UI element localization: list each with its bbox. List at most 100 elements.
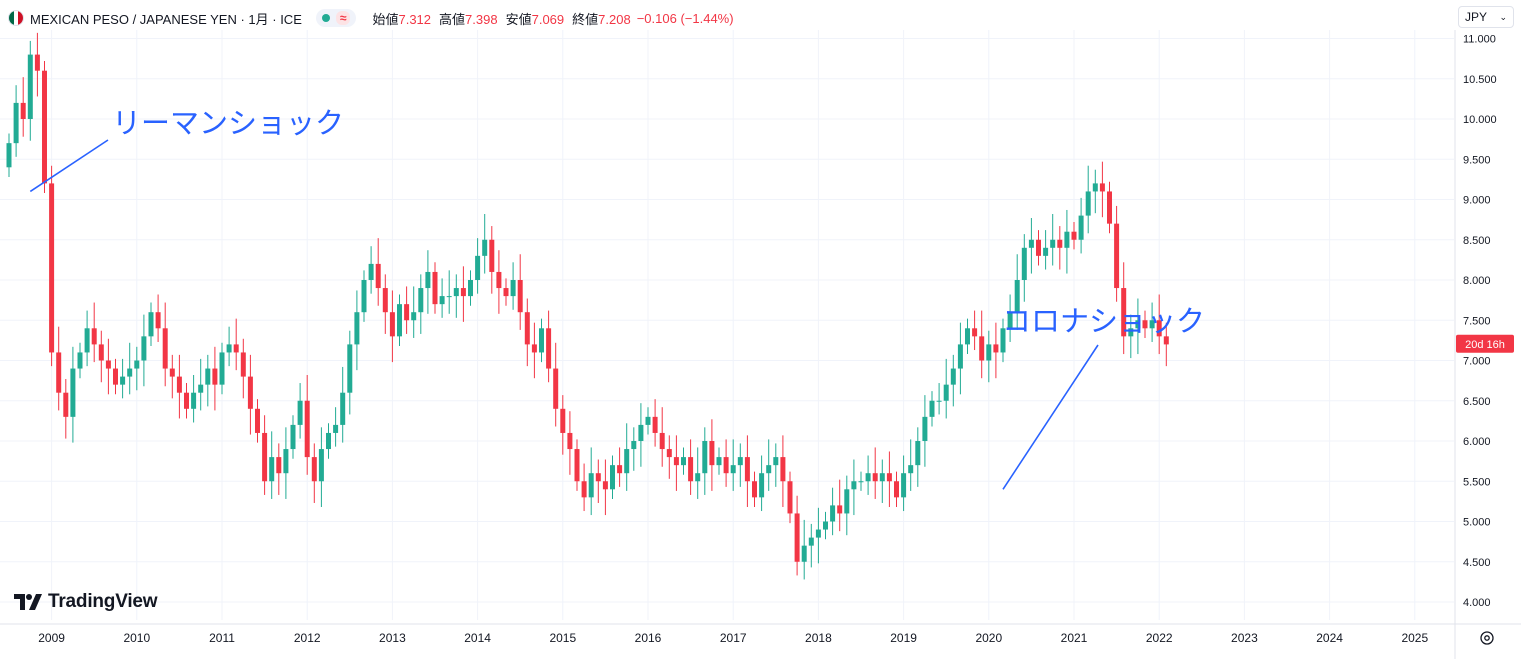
candle-body xyxy=(1142,320,1148,329)
candle-body xyxy=(851,481,857,490)
x-tick-label: 2018 xyxy=(805,631,832,645)
candle-body xyxy=(695,473,701,482)
candle-body xyxy=(77,352,83,369)
annotation-text[interactable]: リーマンショック xyxy=(112,106,344,140)
candle-body xyxy=(1085,191,1091,216)
candle-body xyxy=(326,432,331,450)
candle-body xyxy=(354,312,360,345)
y-tick-label: 7.500 xyxy=(1463,315,1491,327)
candle-body xyxy=(141,336,147,361)
candle-body xyxy=(744,457,750,482)
candle-body xyxy=(624,449,630,474)
candle-body xyxy=(716,457,722,466)
candle-body xyxy=(617,465,623,474)
candle-body xyxy=(730,465,736,474)
candle-body xyxy=(176,376,182,393)
y-tick-label: 9.500 xyxy=(1463,154,1491,166)
candle-body xyxy=(723,457,729,474)
candle-body xyxy=(950,368,956,385)
annotation-text[interactable]: コロナショック xyxy=(1002,304,1205,338)
candle-body xyxy=(1057,239,1063,248)
candle-body xyxy=(127,368,133,377)
candle-body xyxy=(269,457,275,482)
candle-body xyxy=(311,457,317,482)
candle-body xyxy=(965,328,970,345)
chart-legend: MEXICAN PESO / JAPANESE YEN · 1月 · ICE ≈… xyxy=(8,8,734,28)
tradingview-logo[interactable]: TradingView xyxy=(14,591,158,613)
candle-body xyxy=(666,449,672,458)
candle-body xyxy=(844,489,850,514)
candle-body xyxy=(1107,191,1112,224)
x-tick-label: 2023 xyxy=(1231,631,1258,645)
candle-body xyxy=(247,376,253,409)
y-tick-label: 7.000 xyxy=(1463,356,1491,368)
candle-body xyxy=(70,368,76,417)
candle-body xyxy=(879,473,885,482)
candle-body xyxy=(567,432,573,450)
candle-body xyxy=(1163,336,1169,345)
candle-body xyxy=(283,449,289,474)
candle-body xyxy=(929,400,935,417)
candle-body xyxy=(205,368,211,385)
close-label: 終値 xyxy=(572,11,599,27)
candle-body xyxy=(908,465,914,474)
candle-body xyxy=(780,457,786,482)
candle-body xyxy=(42,70,47,184)
candle-body xyxy=(375,263,381,289)
last-price-countdown: 20d 16h xyxy=(1465,339,1505,351)
currency-select[interactable]: JPY ⌄ xyxy=(1458,6,1514,28)
candle-body xyxy=(56,352,62,393)
y-tick-label: 6.000 xyxy=(1463,436,1491,448)
candle-body xyxy=(766,465,772,474)
candle-body xyxy=(482,239,488,256)
candle-body xyxy=(6,143,12,168)
y-tick-label: 11.000 xyxy=(1463,34,1496,46)
candle-body xyxy=(1028,239,1034,248)
candle-body xyxy=(1050,239,1056,248)
x-tick-label: 2024 xyxy=(1316,631,1343,645)
candle-body xyxy=(432,271,438,305)
candle-body xyxy=(113,368,118,385)
gear-icon[interactable] xyxy=(1478,629,1496,647)
y-tick-label: 8.000 xyxy=(1463,275,1491,287)
candle-body xyxy=(773,457,779,466)
candle-body xyxy=(20,102,26,119)
candle-body xyxy=(943,384,949,401)
candle-body xyxy=(1036,239,1041,256)
candle-body xyxy=(901,473,907,498)
open-value: 7.312 xyxy=(398,11,432,27)
candle-body xyxy=(347,344,353,393)
candle-body xyxy=(1114,223,1120,289)
candle-body xyxy=(815,529,821,538)
annotation-line[interactable] xyxy=(1002,344,1099,490)
candle-body xyxy=(1043,247,1049,256)
candle-body xyxy=(602,481,608,490)
candle-body xyxy=(91,328,97,345)
candle-body xyxy=(915,441,921,466)
y-tick-label: 4.500 xyxy=(1463,557,1491,569)
candle-body xyxy=(1135,320,1141,329)
x-tick-label: 2011 xyxy=(209,631,235,645)
candle-body xyxy=(581,481,587,498)
candle-body xyxy=(517,280,523,313)
candle-body xyxy=(255,408,260,433)
delayed-data-icon: ≈ xyxy=(335,11,351,25)
candle-body xyxy=(681,457,686,466)
y-tick-label: 10.000 xyxy=(1463,114,1497,126)
market-status[interactable]: ≈ xyxy=(315,9,357,27)
candle-body xyxy=(148,312,154,337)
open-label: 始値 xyxy=(372,11,399,27)
candle-body xyxy=(830,505,836,522)
candle-body xyxy=(560,408,566,433)
candle-body xyxy=(1007,312,1013,329)
candle-body xyxy=(865,473,871,482)
candle-body xyxy=(510,280,516,297)
symbol-title[interactable]: MEXICAN PESO / JAPANESE YEN · 1月 · ICE xyxy=(30,11,302,27)
y-tick-label: 6.500 xyxy=(1463,396,1491,408)
candle-body xyxy=(709,441,715,466)
candle-body xyxy=(446,296,452,298)
candle-body xyxy=(1092,183,1098,192)
candle-body xyxy=(425,271,431,289)
annotation-line[interactable] xyxy=(29,139,109,193)
